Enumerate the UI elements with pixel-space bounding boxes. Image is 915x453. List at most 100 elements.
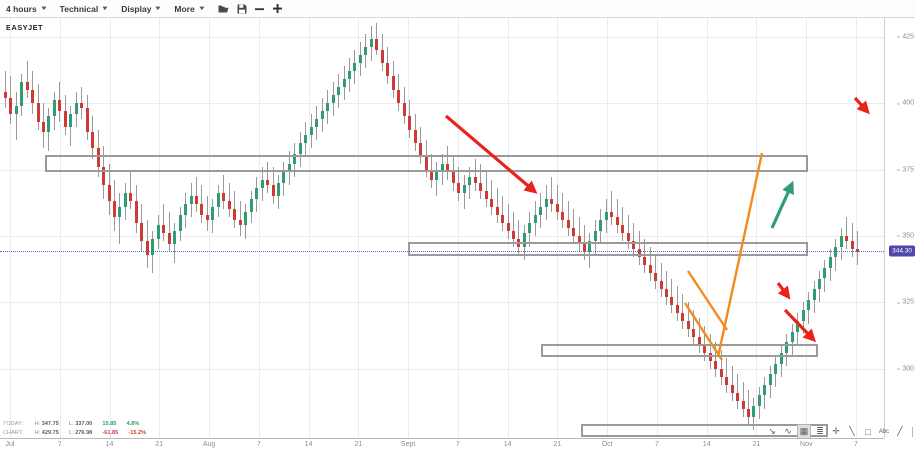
time-tick-label: 14 [503,441,512,448]
support-zone-285[interactable] [581,424,828,437]
candle-wick [512,212,514,247]
candle-body [369,39,373,48]
candle-wick [676,286,678,322]
timeframe-menu[interactable]: 4 hours ▼ [0,0,54,17]
support-zone-310[interactable] [541,344,818,357]
ray-tool[interactable]: ╱ [897,426,903,436]
candle-body [326,103,330,112]
resistance-zone-350[interactable] [408,242,808,256]
time-tick-label: Aug [202,441,216,448]
candle-body [282,172,286,183]
candle-body [572,228,576,236]
display-menu[interactable]: Display ▼ [115,0,168,17]
time-tick-label: 7 [57,441,62,448]
candle-body [85,108,89,133]
candle-body [386,63,390,77]
candle-wick [693,310,695,345]
time-tick-label: 7 [654,441,659,448]
candle-body [451,172,455,183]
candle-body [249,198,253,213]
gridline-vertical [358,18,360,438]
time-tick-label: 21 [155,441,164,448]
candle-body [238,220,242,226]
open-folder-icon[interactable] [215,0,233,17]
candle-body [643,257,647,266]
candle-body [47,116,51,133]
arrow-tool[interactable]: ↘ [768,426,776,436]
toolbar-divider [912,426,913,437]
candle-body [41,121,45,133]
candle-body [342,79,346,88]
candle-wick [655,254,657,290]
candle-body [659,281,663,290]
gridline-vertical [557,18,559,438]
candle-body [74,103,78,114]
candle-wick [26,60,28,98]
gridline-horizontal [0,103,884,105]
candle-body [156,225,160,239]
candle-body [337,87,341,96]
stats-chart-change-pct: -15.2% [128,429,147,436]
chart-ticker-label: EASYJET [6,23,43,32]
technical-menu-label: Technical [59,3,99,14]
resistance-zone-375[interactable] [45,155,808,172]
more-menu[interactable]: More ▼ [168,0,211,17]
gridline-vertical [308,18,310,438]
stats-today-high-key: H: [34,421,41,427]
time-tick-label: 7 [854,441,858,448]
candle-body [178,214,182,231]
crosshair-tool[interactable]: ✛ [832,426,840,436]
price-axis[interactable]: 425 400 375 350 325 300 344.30 [884,18,915,438]
candle-wick [206,196,208,231]
rectangle-tool[interactable]: □ [865,426,871,437]
candle-body [490,198,494,207]
candle-body [588,241,592,252]
chart-plot-area[interactable]: EASYJET [0,18,884,438]
candle-wick [747,390,749,425]
time-tick-label: Oct [601,441,613,448]
candle-body [856,249,860,252]
minus-icon[interactable] [251,0,269,17]
plus-icon[interactable] [269,0,287,17]
candle-wick [518,220,520,255]
candle-wick [726,358,728,393]
technical-menu[interactable]: Technical ▼ [54,0,116,17]
candle-body [752,406,756,417]
candle-body [189,196,193,205]
candle-body [58,100,62,112]
gridline-vertical [656,18,658,438]
drawing-toolbar[interactable]: ↘∿▦≣✛╲□Abc╱× [765,423,915,440]
candle-body [3,92,7,98]
candle-body [746,408,750,417]
candle-body [113,201,117,218]
curve-tool[interactable]: ∿ [784,426,792,436]
stats-today-low-key: L: [68,421,74,427]
time-axis[interactable]: Jul 7 14 21 Aug 7 14 21 Sept 7 14 21 Oct 7 14 21 Nov 7 [0,438,884,453]
candle-body [348,71,352,80]
trendline-tool[interactable]: ╲ [849,426,855,436]
candle-wick [649,246,651,282]
candle-body [801,310,805,322]
candle-wick [485,172,487,207]
candle-wick [376,23,378,56]
candle-wick [857,230,859,266]
candle-body [648,265,652,274]
candle-body [599,220,603,231]
candle-body [610,212,614,218]
text-tool[interactable]: Abc [878,428,890,435]
candle-wick [119,193,121,244]
gridline-vertical [59,18,61,438]
top-toolbar: 4 hours ▼ Technical ▼ Display ▼ More ▼ [0,0,915,18]
candle-wick [4,71,6,109]
gridline-vertical [209,18,211,438]
fib-tool[interactable]: ≣ [816,426,824,436]
candle-body [796,321,800,332]
candle-wick [616,198,618,234]
chevron-down-icon: ▼ [154,5,163,12]
candle-wick [130,172,132,210]
candle-body [430,169,433,181]
save-icon[interactable] [233,0,251,17]
candle-wick [239,201,241,236]
candle-body [774,363,778,375]
grid-tool[interactable]: ▦ [797,424,811,439]
